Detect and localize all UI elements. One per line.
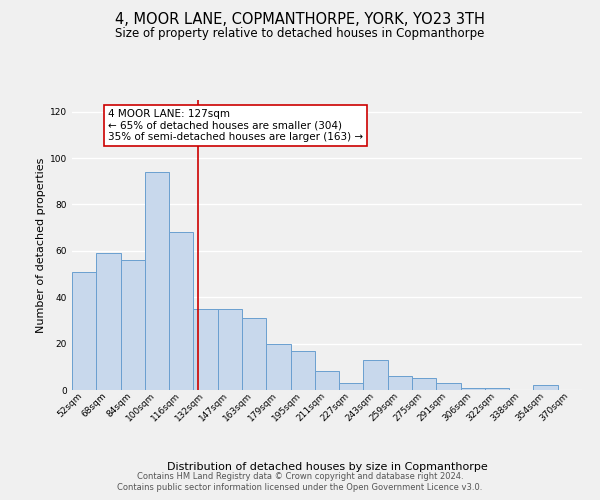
Bar (121, 260, 145, 390)
Bar (266, 344, 290, 390)
Bar (388, 376, 412, 390)
Bar (242, 318, 266, 390)
Bar (485, 388, 509, 390)
Bar (412, 378, 436, 390)
Text: 4, MOOR LANE, COPMANTHORPE, YORK, YO23 3TH: 4, MOOR LANE, COPMANTHORPE, YORK, YO23 3… (115, 12, 485, 28)
Bar (436, 383, 461, 390)
Bar (339, 383, 364, 390)
Bar (96, 253, 121, 390)
Bar (315, 372, 339, 390)
Y-axis label: Number of detached properties: Number of detached properties (36, 158, 46, 332)
Bar (461, 388, 485, 390)
Text: Size of property relative to detached houses in Copmanthorpe: Size of property relative to detached ho… (115, 28, 485, 40)
Bar (72, 272, 96, 390)
Bar (533, 386, 558, 390)
Bar (169, 232, 193, 390)
Text: 4 MOOR LANE: 127sqm
← 65% of detached houses are smaller (304)
35% of semi-detac: 4 MOOR LANE: 127sqm ← 65% of detached ho… (108, 108, 363, 142)
Bar (290, 350, 315, 390)
X-axis label: Distribution of detached houses by size in Copmanthorpe: Distribution of detached houses by size … (167, 462, 487, 472)
Text: Contains HM Land Registry data © Crown copyright and database right 2024.
Contai: Contains HM Land Registry data © Crown c… (118, 472, 482, 492)
Bar (364, 360, 388, 390)
Bar (145, 172, 169, 390)
Bar (193, 309, 218, 390)
Bar (218, 309, 242, 390)
